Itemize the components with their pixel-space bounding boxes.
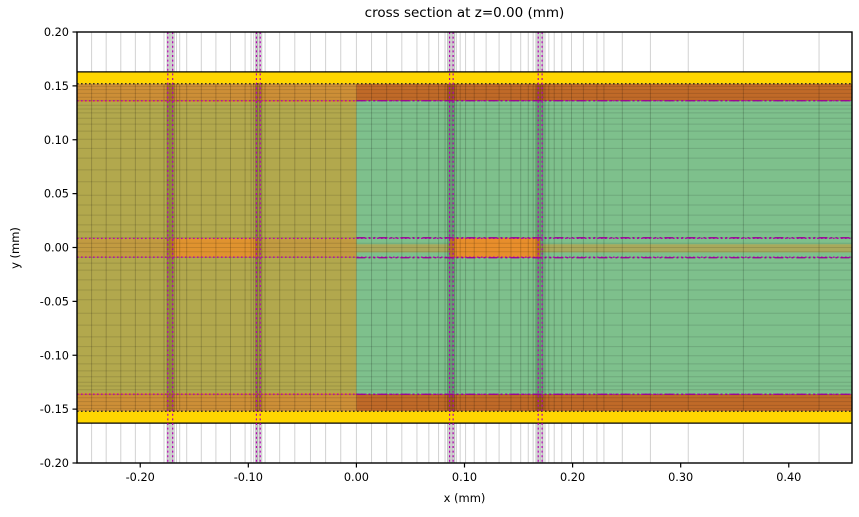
region-yellow-layer-top [77, 71, 852, 84]
region-bottom-band-right-orange [356, 394, 852, 412]
y-tick-label: 0.20 [44, 26, 69, 39]
y-tick-label: -0.05 [40, 295, 69, 308]
region-trace-right [449, 237, 541, 258]
y-axis-label: y (mm) [8, 227, 22, 269]
y-tick-label: 0.15 [44, 80, 69, 93]
x-tick-label: 0.00 [344, 471, 369, 484]
x-axis-label: x (mm) [443, 491, 486, 505]
region-sheet-right-olive [356, 244, 852, 253]
region-top-band-right-orange [356, 83, 852, 101]
region-top-band-left-orange [77, 83, 357, 103]
x-tick-label: 0.40 [776, 471, 801, 484]
mesh-cluster-shade [166, 32, 175, 463]
y-tick-label: -0.10 [40, 349, 69, 362]
x-tick-label: 0.20 [560, 471, 585, 484]
x-tick-label: -0.10 [234, 471, 263, 484]
y-tick-label: 0.05 [44, 188, 69, 201]
region-bottom-band-left-orange [77, 392, 357, 412]
mesh-cluster-shade [536, 32, 545, 463]
mesh-cluster-shade [447, 32, 456, 463]
region-trace-left [170, 238, 259, 258]
y-tick-label: -0.15 [40, 403, 69, 416]
chart-title: cross section at z=0.00 (mm) [364, 5, 565, 21]
y-tick-label: 0.10 [44, 134, 69, 147]
x-tick-label: 0.30 [668, 471, 693, 484]
y-tick-label: -0.20 [40, 457, 69, 470]
region-yellow-layer-bottom [77, 411, 852, 424]
x-tick-label: -0.20 [126, 471, 155, 484]
x-tick-label: 0.10 [452, 471, 477, 484]
mesh-cluster-shade [255, 32, 262, 463]
y-tick-label: 0.00 [44, 242, 69, 255]
